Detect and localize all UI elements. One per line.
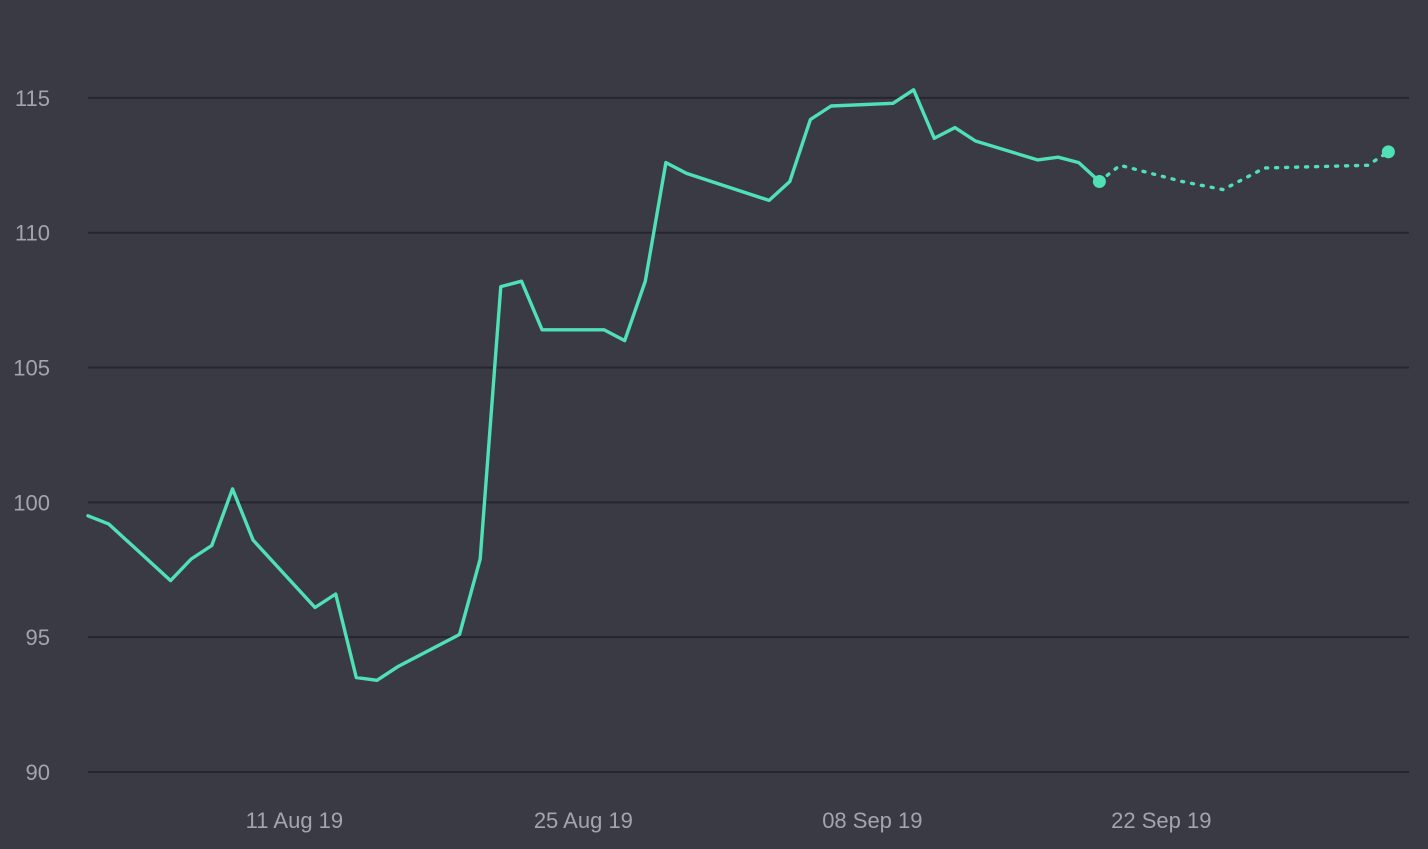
data-point	[335, 593, 336, 594]
data-point	[892, 103, 893, 104]
y-tick-label: 95	[26, 625, 50, 650]
data-point	[1223, 189, 1224, 190]
endpoint-markers	[1092, 145, 1395, 188]
data-point	[500, 286, 501, 287]
endpoint-marker[interactable]	[1381, 145, 1395, 159]
data-point	[356, 677, 357, 678]
endpoint-marker[interactable]	[1092, 174, 1106, 188]
data-point	[624, 340, 625, 341]
y-tick-label: 90	[26, 760, 50, 785]
data-point	[665, 162, 666, 163]
data-point	[1264, 167, 1265, 168]
data-point	[170, 580, 171, 581]
data-point	[521, 281, 522, 282]
data-point	[376, 680, 377, 681]
y-axis-ticks: 90 95 100 105 110 115	[13, 86, 50, 785]
data-point	[1078, 162, 1079, 163]
data-point	[1367, 165, 1368, 166]
data-point	[913, 89, 914, 90]
data-point	[314, 607, 315, 608]
data-point	[459, 634, 460, 635]
y-tick-label: 100	[13, 490, 50, 515]
data-point	[789, 181, 790, 182]
data-point	[397, 666, 398, 667]
data-point	[1119, 165, 1120, 166]
data-point	[645, 281, 646, 282]
y-tick-label: 110	[15, 221, 50, 246]
data-point	[108, 523, 109, 524]
grid-lines	[88, 96, 1409, 773]
x-tick-label: 11 Aug 19	[246, 808, 343, 833]
x-tick-label: 25 Aug 19	[534, 808, 633, 833]
data-point	[253, 540, 254, 541]
actual-series-line	[86, 88, 1102, 682]
data-point	[1058, 157, 1059, 158]
data-point	[954, 127, 955, 128]
data-point	[211, 545, 212, 546]
x-tick-label: 22 Sep 19	[1111, 808, 1211, 833]
x-tick-label: 08 Sep 19	[822, 808, 922, 833]
data-point	[975, 140, 976, 141]
data-point	[810, 119, 811, 120]
data-point	[541, 329, 542, 330]
forecast-series-line	[1097, 150, 1391, 192]
data-point	[480, 558, 481, 559]
data-point	[603, 329, 604, 330]
data-point	[769, 200, 770, 201]
data-point	[830, 105, 831, 106]
data-point	[934, 138, 935, 139]
y-tick-label: 105	[13, 356, 50, 381]
series-lines	[86, 88, 1391, 682]
data-point	[1037, 159, 1038, 160]
data-points	[87, 89, 1389, 681]
y-tick-label: 115	[15, 86, 50, 111]
x-axis-ticks: 11 Aug 19 25 Aug 19 08 Sep 19 22 Sep 19	[246, 808, 1212, 833]
data-point	[1181, 181, 1182, 182]
data-point	[686, 173, 687, 174]
data-point	[232, 488, 233, 489]
data-point	[87, 515, 88, 516]
data-point	[191, 558, 192, 559]
